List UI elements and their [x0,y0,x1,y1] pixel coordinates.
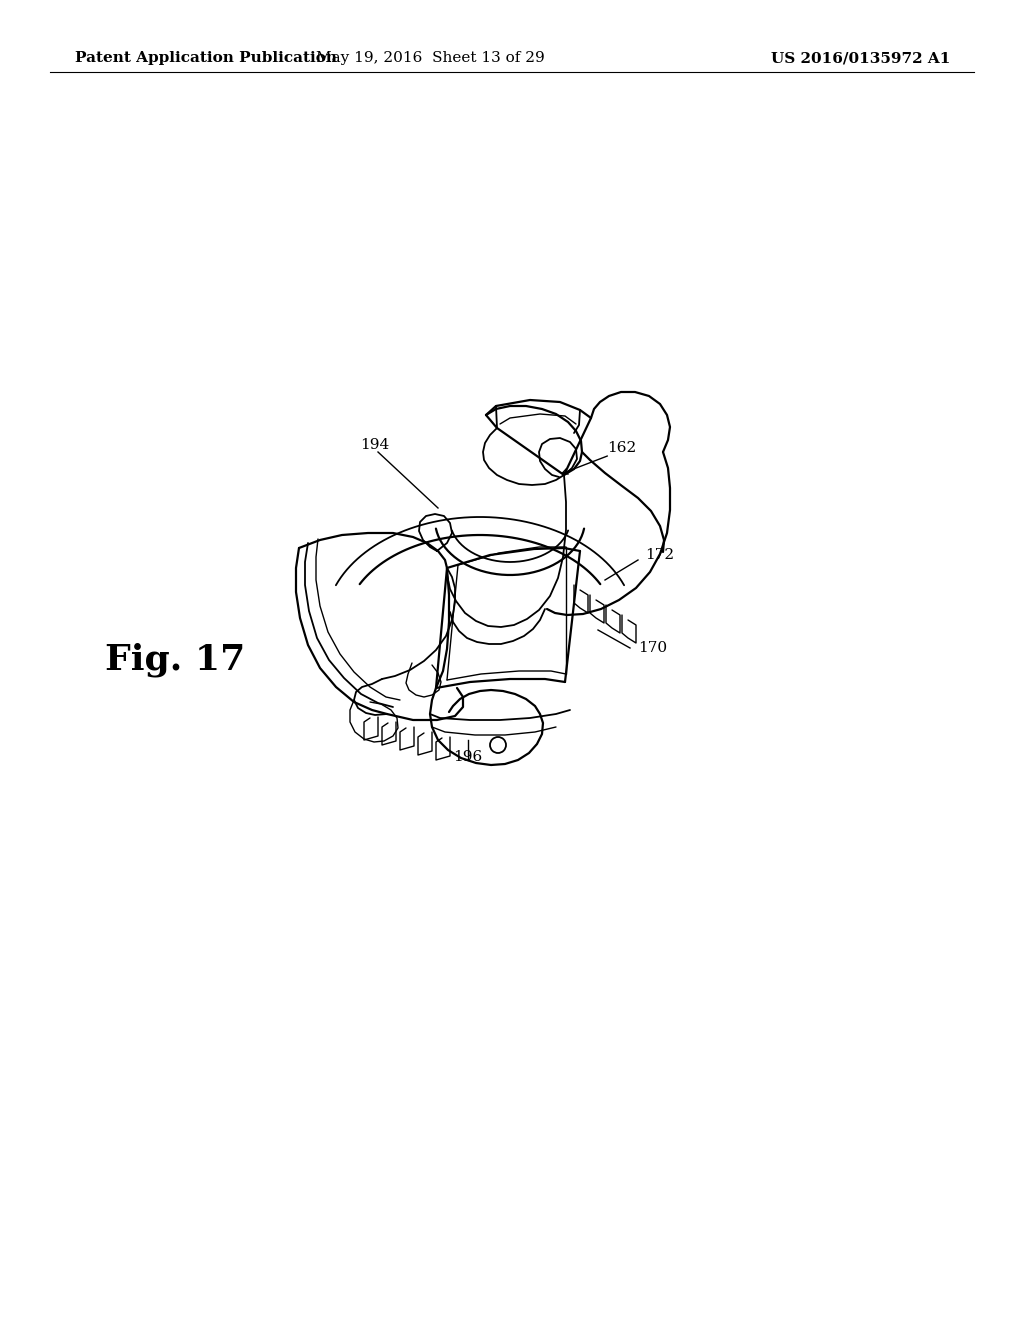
Text: 170: 170 [638,642,667,655]
Text: 162: 162 [607,441,637,455]
Text: 196: 196 [454,750,482,764]
Text: May 19, 2016  Sheet 13 of 29: May 19, 2016 Sheet 13 of 29 [315,51,545,65]
Text: Fig. 17: Fig. 17 [104,643,245,677]
Text: 194: 194 [360,438,389,451]
Text: 172: 172 [645,548,674,562]
Text: Patent Application Publication: Patent Application Publication [75,51,337,65]
Text: US 2016/0135972 A1: US 2016/0135972 A1 [771,51,950,65]
